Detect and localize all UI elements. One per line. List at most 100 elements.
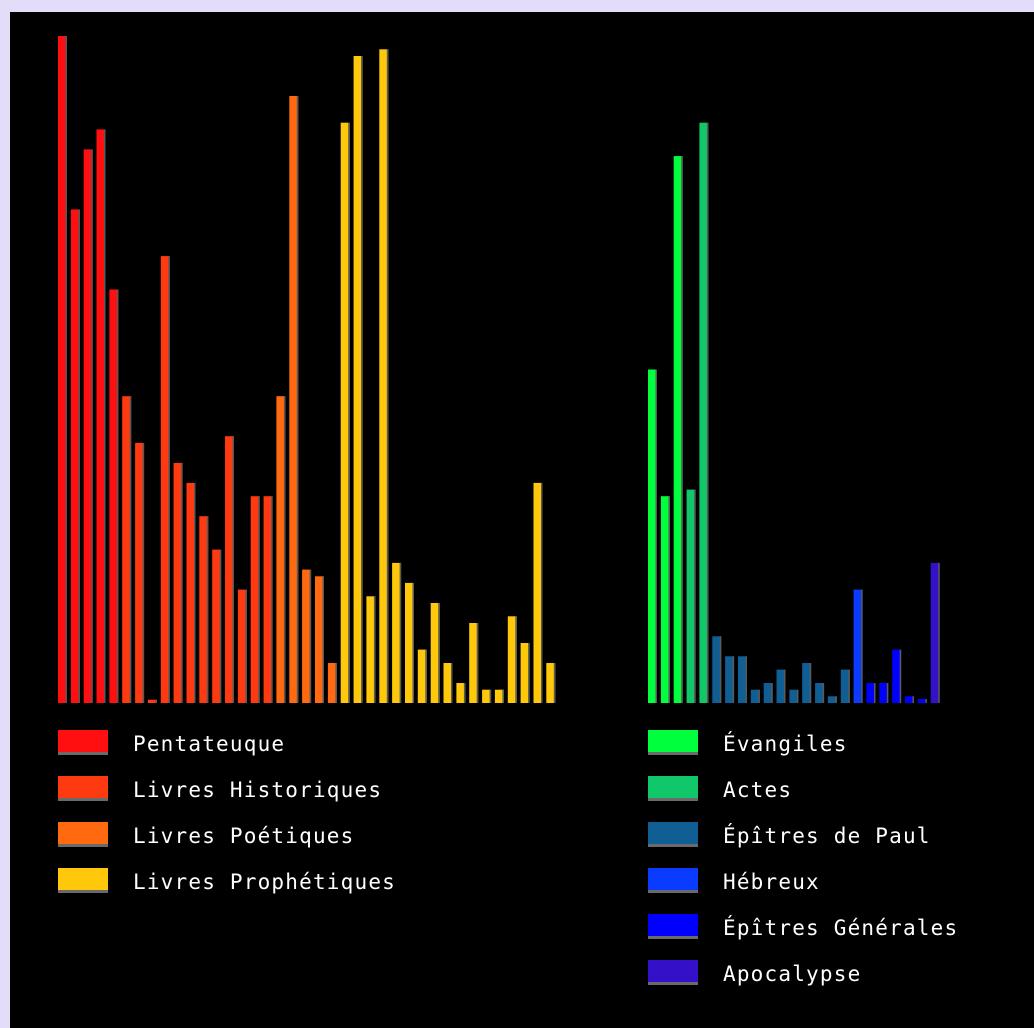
bar-edge <box>219 549 222 703</box>
legend-label: Livres Prophétiques <box>133 870 397 894</box>
bar-edge <box>373 596 376 703</box>
legend-new-testament: Évangiles Actes Épîtres de Paul Hébreux … <box>648 730 1028 1010</box>
bar-old-testament-1-5 <box>186 482 196 703</box>
bar-edge <box>515 616 517 703</box>
bar-edge <box>848 669 850 703</box>
legend-label: Évangiles <box>723 732 848 756</box>
bar-new-testament-0-2 <box>673 156 683 704</box>
bar-edge <box>425 649 427 703</box>
bar-old-testament-3-8 <box>443 663 453 703</box>
bar-old-testament-3-1 <box>353 56 363 703</box>
legend-swatch <box>648 776 698 801</box>
bar-old-testament-1-0 <box>122 396 132 703</box>
bar-old-testament-1-3 <box>160 256 170 703</box>
legend-old-testament: Pentateuque Livres Historiques Livres Po… <box>58 730 478 920</box>
bar-new-testament-2-9 <box>827 696 837 703</box>
bar-new-testament-1-1 <box>699 122 709 703</box>
bar-edge <box>938 562 940 703</box>
bar-edge <box>502 689 504 703</box>
legend-swatch <box>58 730 108 755</box>
bar-old-testament-3-0 <box>340 122 350 703</box>
bar-new-testament-4-2 <box>892 649 902 703</box>
bar-old-testament-2-3 <box>315 576 324 703</box>
bar-old-testament-0-0 <box>58 36 67 703</box>
legend-item: Livres Poétiques <box>58 822 458 850</box>
bar-edge <box>784 669 786 703</box>
legend-item: Actes <box>648 776 1034 804</box>
bar-old-testament-3-3 <box>379 49 389 704</box>
bar-old-testament-2-4 <box>327 663 337 703</box>
bar-old-testament-3-12 <box>494 689 504 703</box>
bar-edge <box>91 149 93 703</box>
bar-new-testament-4-4 <box>917 699 927 703</box>
bar-edge <box>758 689 760 703</box>
bar-old-testament-0-1 <box>70 209 80 703</box>
bar-edge <box>528 643 530 703</box>
bar-new-testament-2-7 <box>802 663 812 703</box>
bar-edge <box>822 683 825 703</box>
bar-edge <box>694 489 696 703</box>
bar-old-testament-3-16 <box>546 663 556 703</box>
bar-old-testament-1-4 <box>173 462 183 703</box>
legend-label: Actes <box>723 778 793 802</box>
bar-new-testament-4-3 <box>905 696 914 703</box>
bar-edge <box>245 589 247 703</box>
legend-item: Évangiles <box>648 730 1034 758</box>
bar-edge <box>168 256 170 703</box>
bar-new-testament-2-8 <box>815 683 825 703</box>
bar-new-testament-2-4 <box>763 683 773 703</box>
bar-old-testament-2-0 <box>276 396 286 703</box>
bar-old-testament-1-2 <box>147 699 157 703</box>
bar-new-testament-0-0 <box>648 369 657 703</box>
legend-swatch <box>648 914 698 939</box>
legend-swatch <box>58 776 108 801</box>
bar-new-testament-2-2 <box>738 656 747 703</box>
bar-edge <box>899 649 902 703</box>
bar-edge <box>771 683 773 703</box>
bar-edge <box>322 576 324 703</box>
bar-old-testament-3-9 <box>456 683 466 703</box>
bar-edge <box>861 589 863 703</box>
bar-old-testament-3-2 <box>366 596 376 703</box>
legend-swatch <box>58 868 108 893</box>
bar-edge <box>476 623 479 703</box>
bar-edge <box>116 289 119 703</box>
legend-item: Épîtres Générales <box>648 914 1034 942</box>
legend-item: Apocalypse <box>648 960 1034 988</box>
bar-edge <box>553 663 556 703</box>
legend-label: Épîtres de Paul <box>723 824 931 848</box>
bar-old-testament-2-2 <box>302 569 312 703</box>
bar-old-testament-0-4 <box>109 289 119 703</box>
bar-edge <box>912 696 914 703</box>
bar-new-testament-2-3 <box>750 689 760 703</box>
bar-edge <box>65 36 67 703</box>
bar-edge <box>348 122 350 703</box>
bar-edge <box>489 689 492 703</box>
legend-swatch <box>648 960 698 985</box>
bar-new-testament-2-6 <box>789 689 799 703</box>
bar-edge <box>463 683 466 703</box>
bar-new-testament-3-0 <box>853 589 863 703</box>
bar-edge <box>412 582 414 703</box>
bar-edge <box>386 49 389 704</box>
bar-edge <box>181 462 183 703</box>
bar-edge <box>706 122 709 703</box>
legend-item: Livres Historiques <box>58 776 458 804</box>
bar-edge <box>155 699 157 703</box>
legend-swatch <box>648 868 698 893</box>
legend-label: Épîtres Générales <box>723 916 959 940</box>
bar-old-testament-3-13 <box>507 616 517 703</box>
bar-edge <box>232 436 234 703</box>
bar-edge <box>283 396 286 703</box>
legend-swatch <box>648 730 698 755</box>
bar-edge <box>142 442 145 703</box>
bar-new-testament-0-1 <box>660 496 670 703</box>
bar-old-testament-3-6 <box>417 649 427 703</box>
bar-edge <box>809 663 812 703</box>
bar-old-testament-1-6 <box>199 516 209 703</box>
bar-edge <box>194 482 196 703</box>
bar-edge <box>732 656 735 703</box>
bar-old-testament-3-10 <box>469 623 479 703</box>
bar-old-testament-1-1 <box>135 442 145 703</box>
bar-edge <box>438 603 440 703</box>
